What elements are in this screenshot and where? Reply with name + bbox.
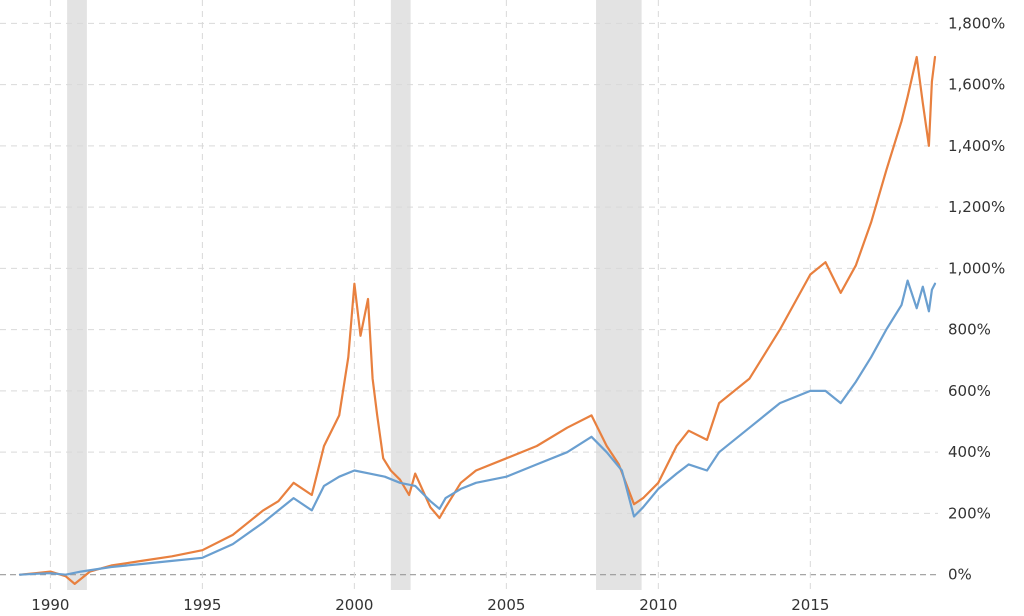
y-tick-label: 0% [948,566,972,584]
y-axis-tick-labels: 0% 200% 400% 600% 800% 1,000% 1,200% 1,400% 1,60… [948,14,1005,583]
recession-bands [67,0,642,590]
series-line-2 [18,279,937,576]
y-tick-label: 1,600% [948,76,1005,94]
recession-band-1 [67,0,87,590]
y-tick-label: 1,000% [948,259,1005,277]
y-tick-label: 800% [948,321,991,339]
grid-lines [0,0,938,590]
x-axis-tick-labels: 1990 1995 2000 2005 2010 2015 [31,596,829,614]
x-tick-label: 1995 [183,596,221,614]
recession-band-3 [596,0,642,590]
y-tick-label: 1,800% [948,14,1005,32]
series-lines [18,55,937,586]
series-line-1 [18,55,937,586]
y-tick-label: 600% [948,382,991,400]
x-tick-label: 1990 [31,596,69,614]
recession-band-2 [390,0,411,590]
x-tick-label: 2005 [487,596,525,614]
y-tick-label: 200% [948,504,991,522]
y-tick-label: 1,400% [948,137,1005,155]
y-tick-label: 400% [948,443,991,461]
x-tick-label: 2000 [335,596,373,614]
x-tick-label: 2010 [639,596,677,614]
x-tick-label: 2015 [791,596,829,614]
y-tick-label: 1,200% [948,198,1005,216]
